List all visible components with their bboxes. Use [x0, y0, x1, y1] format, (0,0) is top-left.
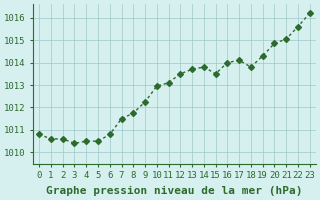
X-axis label: Graphe pression niveau de la mer (hPa): Graphe pression niveau de la mer (hPa)	[46, 186, 303, 196]
